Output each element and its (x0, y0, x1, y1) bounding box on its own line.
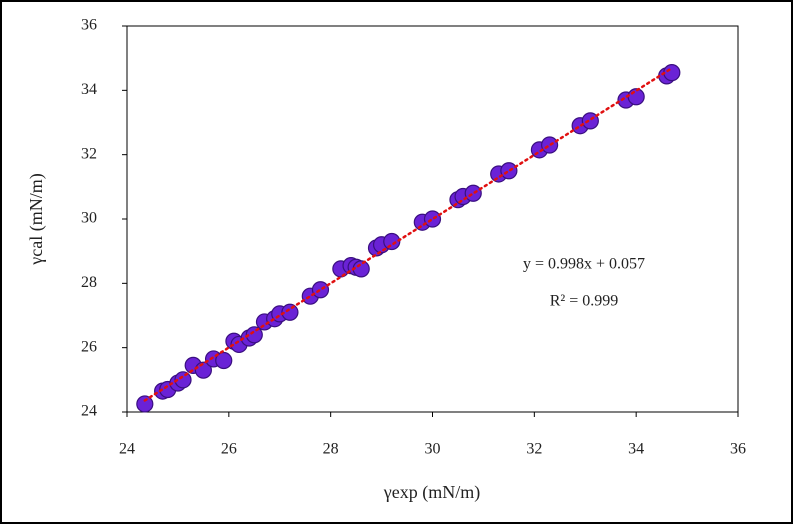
point (215, 351, 233, 370)
point (311, 281, 330, 299)
point (245, 326, 263, 344)
y-tick-label: 24 (81, 403, 97, 420)
point (627, 88, 645, 106)
y-tick-label: 30 (81, 210, 97, 227)
x-axis-label: γexp (mN/m) (383, 482, 480, 503)
y-tick-label: 26 (81, 338, 97, 355)
point (136, 395, 154, 413)
x-tick-label: 36 (730, 441, 746, 458)
y-tick-label: 36 (81, 17, 97, 34)
point (174, 371, 192, 389)
r-squared: R² = 0.999 (550, 293, 619, 310)
x-tick-label: 34 (628, 441, 644, 458)
point (500, 162, 518, 180)
x-tick-label: 30 (425, 441, 441, 458)
x-tick-label: 28 (323, 441, 339, 458)
x-tick-label: 32 (526, 441, 542, 458)
point (281, 303, 299, 321)
point (423, 210, 442, 228)
equation: y = 0.998x + 0.057 (523, 256, 645, 273)
y-tick-label: 32 (81, 145, 97, 162)
x-tick-label: 24 (119, 441, 135, 458)
point (194, 361, 212, 379)
y-tick-label: 34 (81, 81, 97, 98)
point (464, 184, 482, 202)
trendline (143, 66, 674, 402)
x-tick-label: 26 (221, 441, 237, 458)
y-tick-label: 28 (81, 274, 97, 291)
point (663, 64, 681, 82)
point (383, 232, 401, 251)
y-axis-label: γcal (mN/m) (26, 173, 47, 265)
point (541, 136, 559, 154)
point (581, 112, 599, 130)
